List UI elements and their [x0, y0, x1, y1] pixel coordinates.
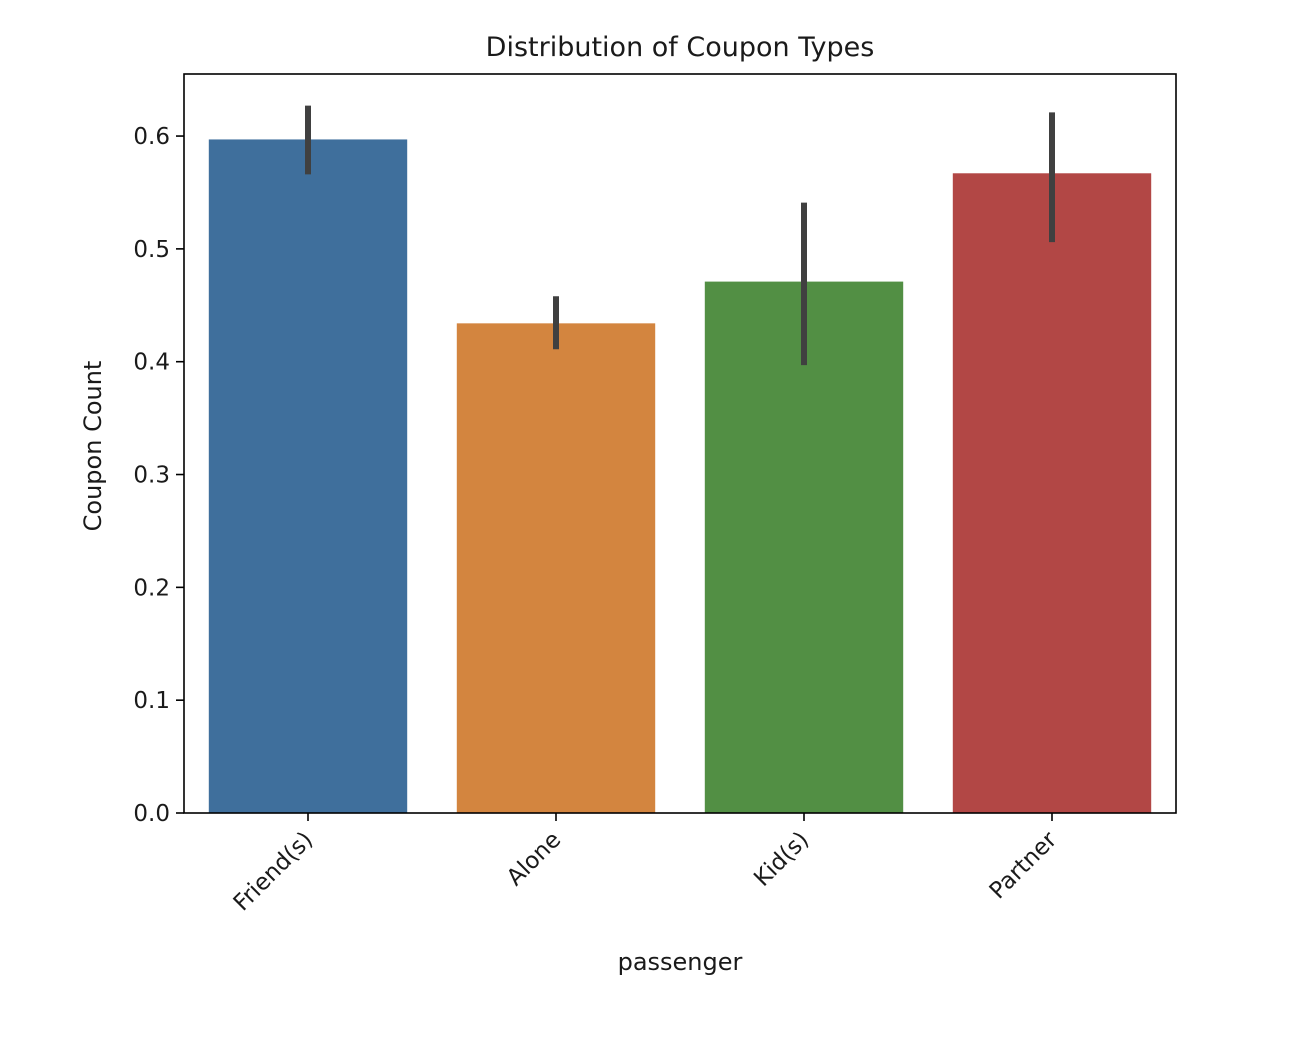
bar-partner: [952, 173, 1152, 813]
chart-title: Distribution of Coupon Types: [486, 32, 875, 63]
y-axis: 0.0 0.1 0.2 0.3 0.4 0.5 0.6: [133, 124, 184, 827]
bars-layer: [208, 139, 1152, 814]
bar-alone: [456, 323, 656, 813]
x-axis: Friend(s) Alone Kid(s) Partner: [229, 813, 1063, 916]
y-tick-label: 0.4: [133, 350, 170, 376]
x-tick-label-alone: Alone: [502, 827, 566, 891]
y-tick-label: 0.2: [133, 575, 170, 601]
y-tick-label: 0.6: [133, 124, 170, 150]
y-tick-label: 0.3: [133, 463, 170, 489]
x-tick-label-kid-s: Kid(s): [749, 827, 814, 892]
y-tick-label: 0.0: [133, 801, 170, 827]
bar-kid-s: [704, 281, 904, 814]
error-bars-layer: [305, 105, 1055, 366]
x-tick-label-friend-s: Friend(s): [229, 827, 319, 917]
x-tick-label-partner: Partner: [985, 826, 1063, 904]
x-axis-label: passenger: [618, 948, 743, 976]
y-tick-label: 0.5: [133, 237, 170, 263]
bar-friend-s: [208, 139, 408, 813]
y-axis-label: Coupon Count: [79, 361, 107, 532]
plot-frame: [183, 73, 1177, 814]
y-tick-label: 0.1: [133, 688, 170, 714]
